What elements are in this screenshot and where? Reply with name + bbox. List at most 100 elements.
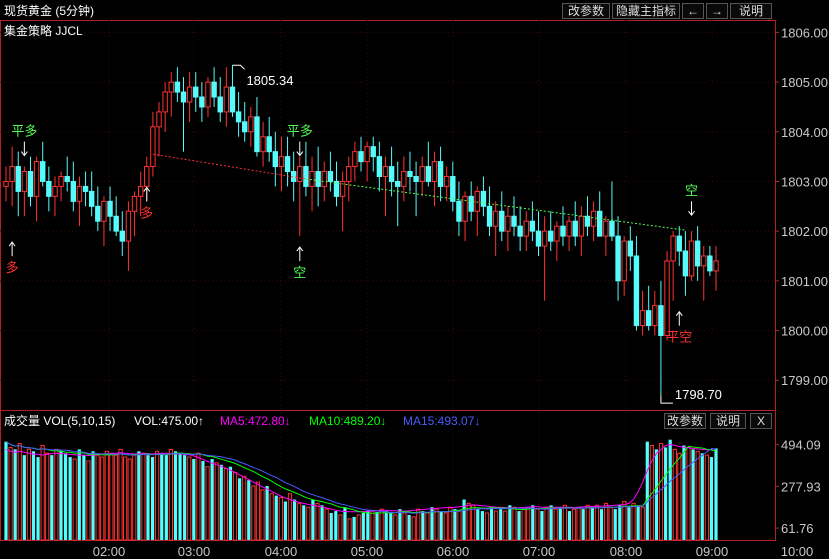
candle-body <box>382 166 389 177</box>
volume-bar <box>228 466 233 540</box>
hide-indicator-button[interactable]: 隐藏主指标 <box>612 3 680 19</box>
volume-bar <box>682 445 686 540</box>
volume-bar <box>242 475 247 541</box>
close-short-signal-label: 平空 <box>666 331 692 346</box>
price-tick-label: 1803.00 <box>781 174 828 189</box>
volume-bar <box>287 493 293 541</box>
volume-bar <box>164 455 168 540</box>
candle-body <box>633 255 640 327</box>
volume-bar <box>517 511 521 540</box>
close-short-signal-arrowhead <box>675 310 683 316</box>
volume-bar <box>334 511 338 540</box>
volume-bar <box>658 443 664 541</box>
candle-body <box>229 86 236 113</box>
price-tick-label: 1804.00 <box>781 125 828 140</box>
volume-bar <box>535 508 540 541</box>
candle-body <box>223 86 230 113</box>
volume-bar <box>82 455 86 540</box>
candle-body <box>511 215 517 227</box>
volume-tick-label: 61.76 <box>781 521 814 536</box>
volume-bar <box>379 508 384 541</box>
volume-bar <box>640 506 645 541</box>
candle-body <box>407 171 413 177</box>
candle-body <box>541 230 548 247</box>
volume-bar <box>590 507 594 540</box>
scroll-right-button[interactable]: → <box>706 3 728 19</box>
volume-bar <box>402 512 407 541</box>
candle-body <box>180 91 187 103</box>
candle-body <box>333 180 340 197</box>
volume-help-button[interactable]: 说明 <box>710 413 746 429</box>
candle-body <box>578 215 585 237</box>
high-label: 1805.34 <box>246 73 293 88</box>
volume-bar <box>50 455 54 540</box>
candle-body <box>590 210 597 227</box>
candle-body <box>388 166 395 182</box>
candle-body <box>486 205 493 227</box>
volume-bar <box>338 514 343 541</box>
edit-params-button[interactable]: 改参数 <box>562 3 610 19</box>
candle-body <box>205 81 211 108</box>
volume-edit-params-button[interactable]: 改参数 <box>664 413 706 429</box>
time-tick-label: 04:00 <box>265 544 298 559</box>
volume-bar <box>95 454 100 541</box>
volume-bar <box>407 514 411 540</box>
volume-bar <box>393 514 398 541</box>
volume-bar <box>603 502 609 541</box>
buy-signal-arrowhead <box>143 186 151 192</box>
sell-signal-arrowhead <box>688 210 695 217</box>
candle-body <box>235 111 242 123</box>
volume-bar <box>320 505 324 540</box>
volume-bar <box>476 509 480 540</box>
volume-bar <box>223 468 228 541</box>
volume-bar <box>210 459 214 540</box>
volume-bar <box>571 508 577 541</box>
volume-close-button[interactable]: X <box>750 413 772 429</box>
volume-bar <box>118 448 123 541</box>
candle-body <box>376 156 383 177</box>
buy-signal-arrowhead <box>8 241 16 247</box>
candle-body <box>401 171 407 187</box>
candle-body <box>554 225 560 242</box>
candle-body <box>413 175 419 182</box>
volume-bar <box>40 445 45 541</box>
volume-bar <box>448 506 453 541</box>
candle-body <box>303 166 309 187</box>
volume-bars <box>4 439 718 541</box>
volume-bar <box>489 507 494 540</box>
candlestick-series <box>3 65 719 396</box>
volume-bar <box>608 506 613 541</box>
candle-body <box>137 185 144 197</box>
help-button[interactable]: 说明 <box>730 3 772 19</box>
volume-bar <box>668 439 672 540</box>
scroll-left-button[interactable]: ← <box>682 3 704 19</box>
volume-bar <box>150 457 155 540</box>
ma15-line <box>5 441 717 514</box>
volume-panel-border <box>0 410 776 541</box>
volume-bar <box>104 450 109 541</box>
volume-bar <box>86 460 91 541</box>
candle-body <box>658 305 664 336</box>
volume-bar <box>274 495 278 540</box>
candle-body <box>272 151 279 168</box>
volume-bar <box>398 509 402 540</box>
volume-bar <box>540 511 544 540</box>
volume-bar <box>306 506 311 541</box>
volume-bar <box>187 456 192 541</box>
close-long-signal-arrowhead <box>20 151 28 157</box>
volume-bar <box>567 511 572 540</box>
volume-bar <box>503 510 508 541</box>
time-tick-label: 02:00 <box>93 544 126 559</box>
candle-body <box>40 161 46 182</box>
candle-body <box>480 190 487 207</box>
volume-bar <box>421 511 425 540</box>
candle-body <box>584 215 591 227</box>
candle-body <box>609 220 615 237</box>
candle-body <box>113 215 119 232</box>
volume-bar <box>352 516 356 540</box>
volume-bar <box>443 512 448 541</box>
candle-body <box>664 260 670 336</box>
candle-body <box>517 225 523 237</box>
volume-label: 成交量 VOL(5,10,15) <box>4 414 116 428</box>
